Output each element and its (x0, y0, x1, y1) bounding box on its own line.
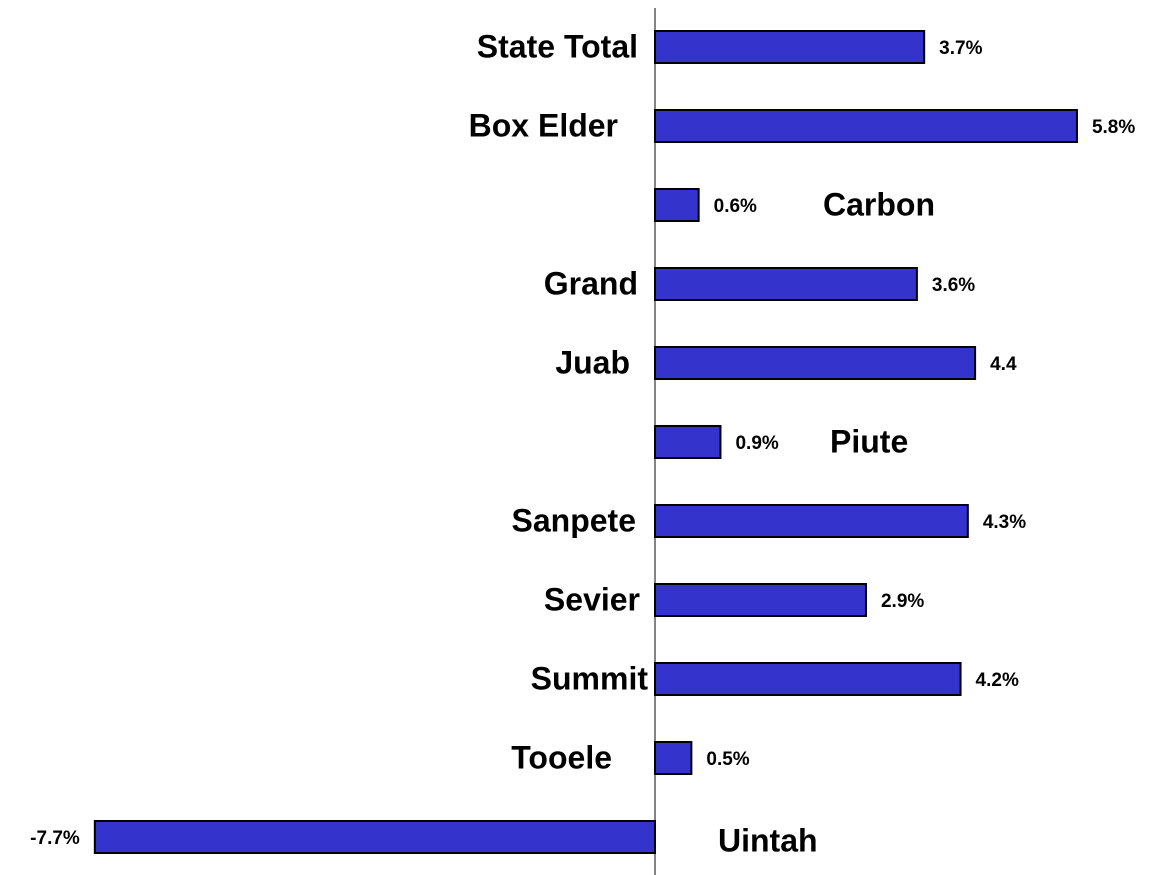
bar (654, 662, 962, 696)
category-label: Carbon (823, 186, 935, 222)
bar (654, 504, 969, 538)
value-label: 0.6% (714, 196, 757, 217)
value-label: 3.6% (932, 275, 975, 296)
bar (654, 30, 926, 64)
category-label: Tooele (511, 739, 612, 775)
category-label: Box Elder (469, 107, 618, 143)
value-label: 4.3% (983, 512, 1026, 533)
category-label: Summit (531, 660, 649, 696)
value-label: 0.9% (735, 433, 778, 454)
value-label: 0.5% (706, 749, 749, 770)
category-label: Uintah (718, 822, 818, 858)
bar (93, 820, 656, 854)
value-label: 2.9% (881, 591, 924, 612)
category-label: Sevier (544, 581, 640, 617)
category-label: Grand (544, 265, 638, 301)
value-label: 4.2% (976, 670, 1019, 691)
bar (654, 267, 918, 301)
category-label: Sanpete (512, 502, 636, 538)
value-label: -7.7% (30, 828, 80, 849)
bar (654, 188, 700, 222)
value-label: 3.7% (939, 38, 982, 59)
value-label: 5.8% (1092, 117, 1135, 138)
category-label: State Total (477, 28, 638, 64)
bar (654, 109, 1078, 143)
bar (654, 741, 693, 775)
bar (654, 346, 977, 380)
category-label: Piute (830, 423, 908, 459)
bar (654, 425, 722, 459)
category-label: Juab (555, 344, 630, 380)
value-label: 4.4 (990, 354, 1017, 375)
bar (654, 583, 867, 617)
